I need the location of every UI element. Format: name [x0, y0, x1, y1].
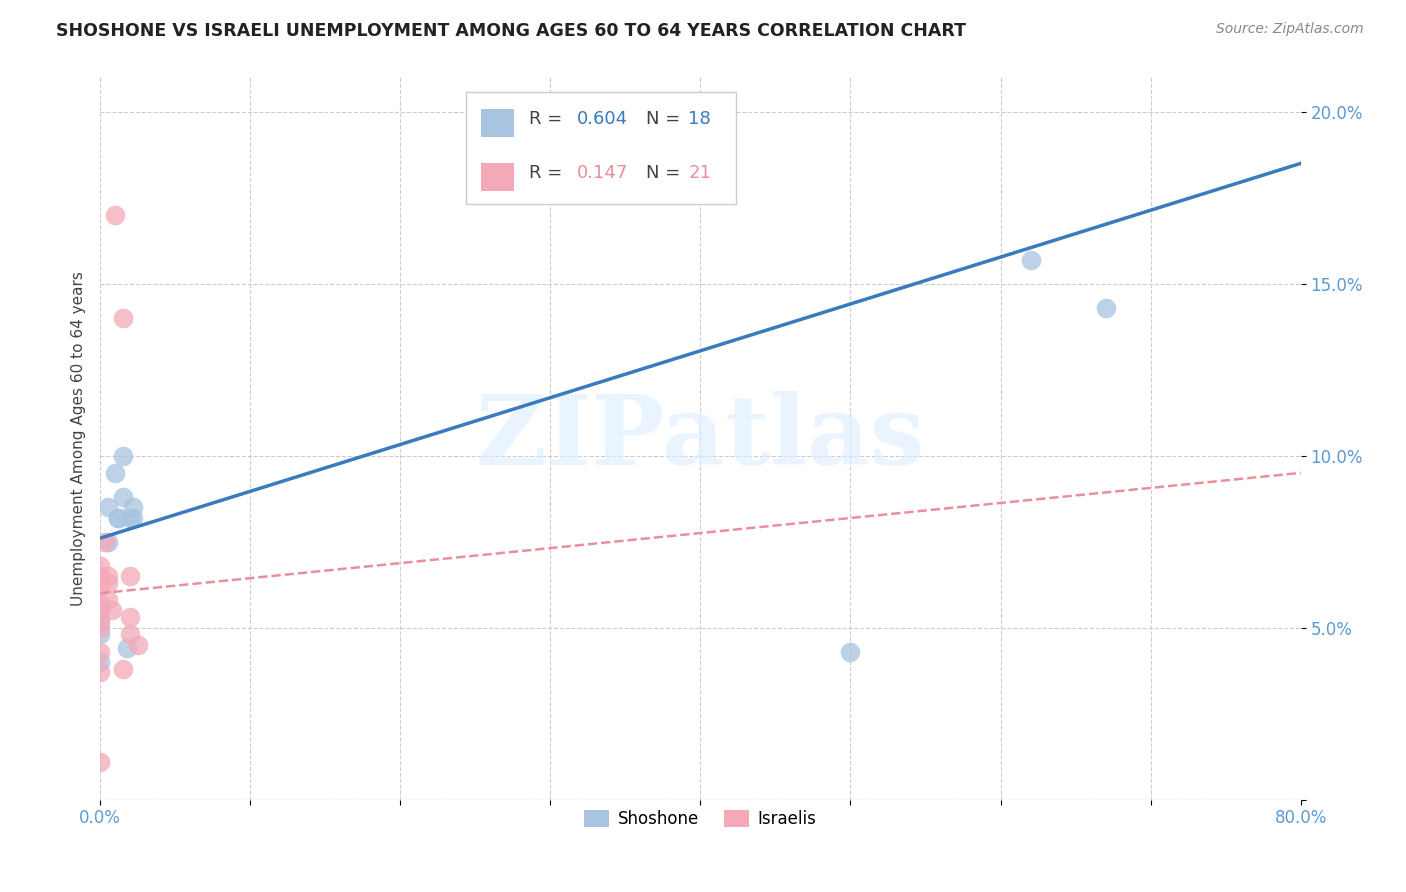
Text: 0.147: 0.147	[576, 164, 628, 183]
Point	[120, 627, 142, 641]
FancyBboxPatch shape	[481, 163, 515, 191]
Point	[839, 645, 862, 659]
Point	[111, 449, 134, 463]
Point	[101, 603, 124, 617]
Point	[89, 665, 111, 680]
Point	[89, 614, 111, 628]
Text: SHOSHONE VS ISRAELI UNEMPLOYMENT AMONG AGES 60 TO 64 YEARS CORRELATION CHART: SHOSHONE VS ISRAELI UNEMPLOYMENT AMONG A…	[56, 22, 966, 40]
Point	[97, 593, 120, 607]
Point	[107, 510, 129, 524]
Point	[1094, 301, 1116, 315]
Point	[111, 311, 134, 326]
Point	[97, 500, 120, 515]
Text: 0.604: 0.604	[576, 111, 628, 128]
Legend: Shoshone, Israelis: Shoshone, Israelis	[578, 803, 823, 835]
Text: Source: ZipAtlas.com: Source: ZipAtlas.com	[1216, 22, 1364, 37]
Point	[89, 755, 111, 769]
Point	[89, 621, 111, 635]
Point	[89, 603, 111, 617]
Point	[111, 490, 134, 504]
Point	[115, 641, 138, 656]
Text: N =: N =	[647, 164, 686, 183]
FancyBboxPatch shape	[467, 92, 737, 203]
Text: R =: R =	[529, 164, 568, 183]
Text: 18: 18	[689, 111, 711, 128]
Point	[89, 558, 111, 573]
Point	[120, 610, 142, 624]
Y-axis label: Unemployment Among Ages 60 to 64 years: Unemployment Among Ages 60 to 64 years	[72, 271, 86, 606]
Point	[122, 510, 145, 524]
Point	[89, 655, 111, 669]
Point	[120, 569, 142, 583]
Point	[122, 500, 145, 515]
Point	[104, 208, 127, 222]
Point	[97, 575, 120, 590]
Text: R =: R =	[529, 111, 568, 128]
Point	[127, 638, 149, 652]
Text: ZIPatlas: ZIPatlas	[475, 392, 925, 485]
Point	[1019, 252, 1042, 267]
Point	[93, 534, 115, 549]
Point	[89, 645, 111, 659]
Point	[89, 579, 111, 593]
Point	[120, 510, 142, 524]
Point	[89, 569, 111, 583]
Point	[107, 510, 129, 524]
Point	[89, 614, 111, 628]
Text: 21: 21	[689, 164, 711, 183]
Point	[97, 569, 120, 583]
Point	[97, 534, 120, 549]
Point	[89, 597, 111, 611]
FancyBboxPatch shape	[481, 109, 515, 136]
Point	[89, 627, 111, 641]
Point	[104, 466, 127, 480]
Point	[111, 662, 134, 676]
Text: N =: N =	[647, 111, 686, 128]
